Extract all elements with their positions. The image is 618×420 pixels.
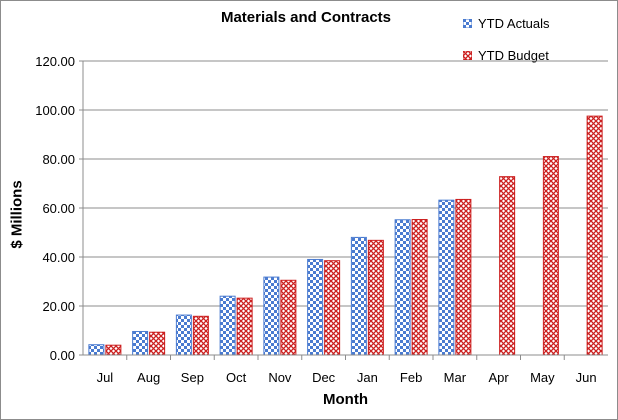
legend-swatch-actuals: [463, 18, 472, 28]
x-tick-label: Nov: [268, 370, 292, 385]
bar-ytd-budget: [105, 344, 122, 356]
bar-ytd-budget: [324, 260, 341, 356]
axes: 0.00 20.00 40.00 60.00 80.00 100.00 120.00 Jul A…: [35, 54, 608, 385]
y-tick-label: 60.00: [42, 201, 75, 216]
bar-ytd-budget: [149, 331, 166, 356]
bar-ytd-actuals: [175, 314, 192, 356]
x-tick-label: Apr: [489, 370, 510, 385]
x-tick-label: Jul: [97, 370, 114, 385]
bar-ytd-budget: [192, 315, 209, 356]
bar-ytd-budget: [236, 297, 253, 356]
bar-ytd-actuals: [307, 258, 324, 356]
bar-ytd-budget: [542, 156, 559, 356]
legend-item-budget: YTD Budget: [463, 43, 550, 67]
x-tick-label: Aug: [137, 370, 160, 385]
y-tick-label: 0.00: [50, 348, 75, 363]
bar-ytd-budget: [367, 239, 384, 356]
x-tick-label: Mar: [444, 370, 467, 385]
bar-ytd-budget: [499, 176, 516, 356]
legend: YTD Actuals YTD Budget: [463, 11, 550, 75]
x-tick-label: Jan: [357, 370, 378, 385]
x-tick-label: Jun: [576, 370, 597, 385]
chart-title: Materials and Contracts: [220, 9, 392, 26]
y-tick-label: 100.00: [35, 103, 75, 118]
x-axis-label: Month: [323, 391, 368, 408]
bar-ytd-budget: [411, 219, 428, 356]
x-tick-label: Oct: [226, 370, 247, 385]
bar-ytd-actuals: [263, 276, 280, 356]
bar-ytd-actuals: [350, 236, 367, 356]
bar-ytd-budget: [280, 279, 297, 356]
bar-ytd-budget: [455, 198, 472, 356]
legend-label-actuals: YTD Actuals: [478, 15, 550, 31]
y-tick-label: 80.00: [42, 152, 75, 167]
x-tick-label: May: [530, 370, 555, 385]
x-tick-label: Sep: [181, 370, 204, 385]
legend-label-budget: YTD Budget: [478, 47, 549, 63]
y-tick-label: 40.00: [42, 250, 75, 265]
bar-ytd-budget: [586, 115, 603, 356]
y-tick-label: 20.00: [42, 299, 75, 314]
y-tick-label: 120.00: [35, 54, 75, 69]
bar-ytd-actuals: [219, 295, 236, 356]
x-tick-label: Dec: [312, 370, 336, 385]
bar-ytd-actuals: [438, 199, 455, 356]
legend-swatch-budget: [463, 50, 472, 60]
bar-ytd-actuals: [394, 219, 411, 356]
bar-ytd-actuals: [88, 344, 105, 356]
legend-item-actuals: YTD Actuals: [463, 11, 550, 35]
bar-ytd-actuals: [132, 330, 149, 356]
bars: [88, 115, 603, 356]
x-tick-label: Feb: [400, 370, 422, 385]
gridlines: [83, 60, 608, 307]
